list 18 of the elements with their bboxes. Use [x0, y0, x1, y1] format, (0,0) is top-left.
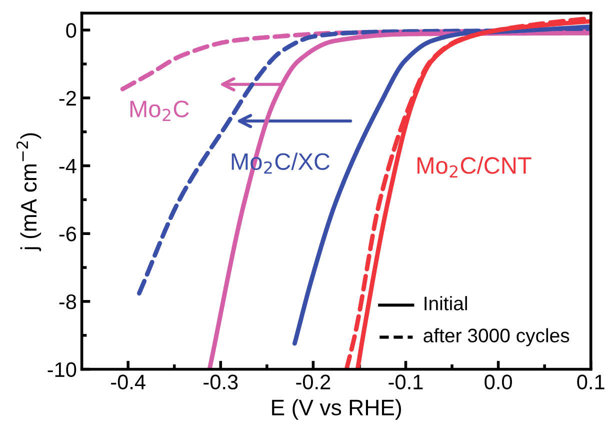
- annotation: Mo$_{2}$C/CNT: [418, 156, 532, 178]
- x-tick-label: -0.3: [204, 374, 238, 390]
- annotation: Mo$_{2}$C: [130, 100, 189, 121]
- y-tick-label: -6: [59, 226, 76, 242]
- x-tick-label: 0.1: [577, 374, 604, 390]
- y-tick-label: -2: [59, 90, 76, 106]
- x-tick-label: -0.2: [296, 374, 330, 390]
- y-tick-label: -8: [59, 294, 76, 310]
- annotation: after 3000 cycles: [424, 328, 570, 346]
- y-axis-title: j (mA cm$^{−2}$): [16, 133, 42, 252]
- y-tick-label: -4: [59, 158, 76, 174]
- x-tick-label: -0.4: [111, 374, 146, 390]
- x-tick-label: 0.0: [484, 374, 512, 390]
- y-tick-label: 0: [66, 23, 76, 38]
- x-axis-title: E (V vs RHE): [272, 399, 402, 420]
- y-tick-label: -10: [48, 362, 76, 378]
- x-tick-label: -0.1: [388, 374, 423, 390]
- annotation: Initial: [424, 296, 467, 310]
